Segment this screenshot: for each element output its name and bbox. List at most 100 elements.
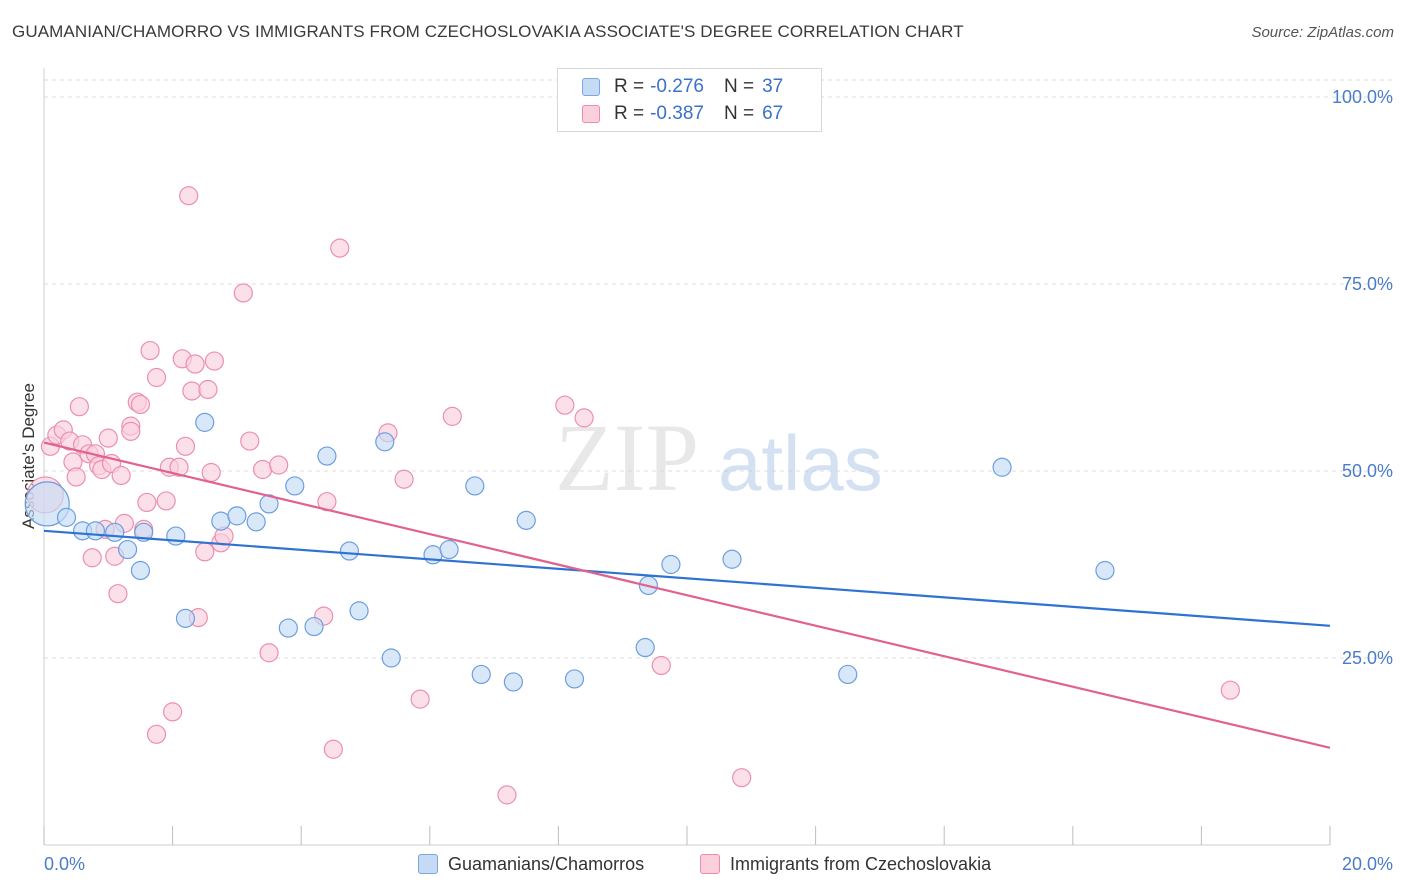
data-point [211, 511, 231, 531]
data-point [722, 549, 742, 569]
bottom-legend-guamanians: Guamanians/Chamorros [418, 852, 644, 876]
bottom-swatch-pink [700, 854, 720, 874]
source-credit: Source: ZipAtlas.com [1251, 24, 1394, 41]
data-point [130, 560, 151, 581]
bottom-swatch-blue [418, 854, 438, 874]
data-point [471, 664, 491, 685]
data-point [111, 465, 131, 486]
y-tick-label: 50.0% [1342, 461, 1393, 481]
y-tick-label: 75.0% [1342, 274, 1393, 294]
data-point [130, 394, 151, 415]
data-point [179, 186, 199, 206]
data-point [185, 354, 205, 374]
legend-n-label: N = [723, 76, 755, 97]
legend-r-value: -0.387 [650, 103, 704, 124]
data-point [146, 367, 167, 388]
data-point [85, 521, 106, 541]
data-point [1095, 560, 1115, 581]
trend-line [43, 441, 1331, 749]
data-point [838, 664, 858, 685]
data-point [439, 539, 459, 560]
data-point [156, 491, 176, 511]
data-point [198, 379, 218, 400]
data-point [381, 648, 401, 668]
trend-lines [43, 441, 1331, 749]
data-point [442, 406, 462, 426]
watermark-atlas: atlas [718, 419, 883, 507]
data-point [166, 526, 186, 546]
data-point [1220, 680, 1240, 700]
data-point [285, 476, 305, 496]
data-point [661, 554, 681, 575]
y-tick-label: 25.0% [1342, 648, 1393, 668]
data-point [339, 541, 360, 561]
data-point [66, 467, 86, 487]
axes [43, 68, 1331, 846]
data-point [349, 601, 369, 621]
data-point [146, 724, 167, 744]
data-point [233, 283, 253, 303]
data-point [69, 397, 89, 417]
data-point [117, 539, 138, 560]
data-point [555, 395, 575, 415]
data-point [394, 469, 414, 489]
legend-r-value: -0.276 [650, 76, 704, 97]
data-point [278, 618, 298, 638]
trend-line [43, 529, 1331, 627]
data-point [195, 412, 215, 432]
data-point [323, 739, 343, 759]
legend-row-czechoslovakia: R = -0.387 N = 67 [582, 101, 783, 127]
data-point [253, 459, 273, 480]
legend-n-label: N = [723, 103, 755, 124]
data-point [98, 428, 118, 448]
series-immigrants-czechoslovakia [26, 186, 1240, 805]
bottom-legend-czechoslovakia: Immigrants from Czechoslovakia [700, 852, 991, 876]
data-point [227, 506, 247, 526]
data-point [516, 510, 536, 530]
data-point [992, 457, 1012, 477]
data-point [651, 655, 671, 676]
data-point [564, 669, 585, 689]
data-point [304, 616, 324, 637]
data-point [163, 702, 183, 722]
data-point [635, 637, 655, 658]
data-point [105, 522, 125, 542]
legend: R = -0.276 N = 37 R = -0.387 N = 67 [557, 68, 822, 132]
grid-lines [44, 79, 1392, 659]
data-point [175, 608, 196, 628]
bottom-legend-label: Immigrants from Czechoslovakia [730, 853, 992, 874]
legend-n-value: 37 [762, 76, 784, 97]
data-point [175, 436, 196, 456]
x-tick-label: 0.0% [44, 854, 85, 874]
chart-title: GUAMANIAN/CHAMORRO VS IMMIGRANTS FROM CZ… [12, 22, 964, 41]
data-point [497, 785, 517, 805]
data-point [375, 432, 395, 452]
data-point [56, 507, 77, 527]
data-point [137, 492, 157, 513]
data-point [330, 238, 350, 258]
data-point [732, 768, 752, 788]
data-point [121, 421, 141, 441]
data-point [259, 643, 279, 663]
data-point [201, 462, 221, 483]
data-point [140, 340, 160, 361]
data-point [503, 672, 523, 692]
legend-swatch-blue [582, 78, 600, 96]
data-point [182, 381, 202, 401]
data-point [195, 542, 215, 562]
y-tick-label: 100.0% [1332, 87, 1393, 107]
tick-labels: 100.0% 75.0% 50.0% 25.0% 0.0% 20.0% [44, 87, 1393, 874]
data-point [204, 351, 224, 371]
data-point [269, 455, 289, 475]
data-point [574, 408, 594, 428]
data-point [410, 689, 430, 709]
x-tick-label: 20.0% [1342, 854, 1393, 874]
data-point [108, 584, 128, 604]
legend-row-guamanians: R = -0.276 N = 37 [582, 74, 783, 100]
bottom-legend-label: Guamanians/Chamorros [448, 853, 645, 874]
data-point [240, 431, 260, 451]
legend-swatch-pink [582, 105, 600, 123]
data-point [246, 512, 266, 532]
legend-r-label: R = [614, 103, 645, 124]
